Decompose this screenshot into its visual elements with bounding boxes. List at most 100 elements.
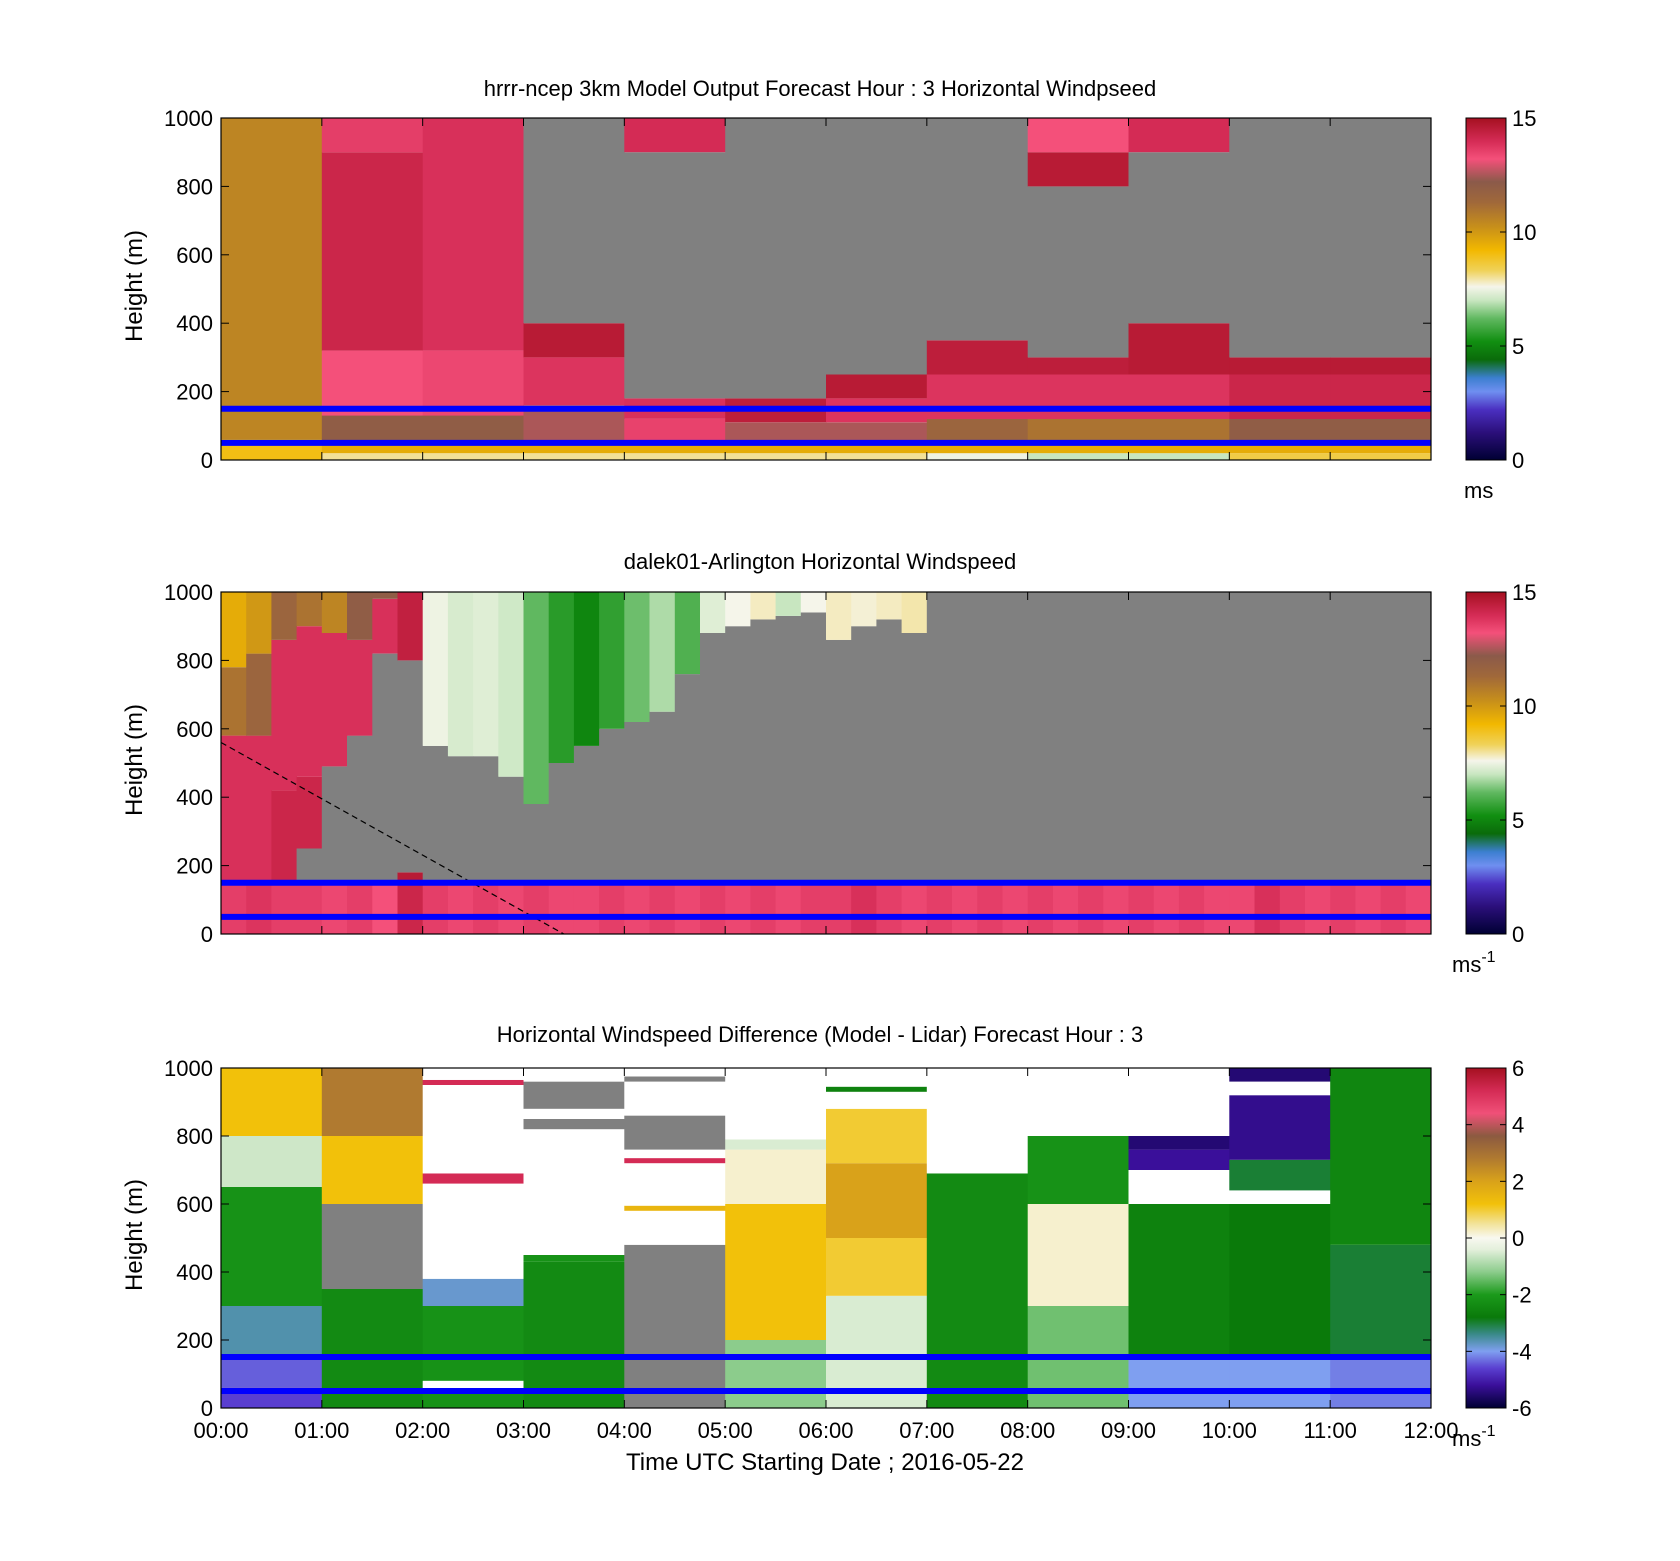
heatmap-cell bbox=[1330, 1068, 1432, 1245]
heatmap-cell bbox=[800, 612, 827, 883]
heatmap-cell bbox=[901, 882, 928, 934]
x-tick-label: 00:00 bbox=[193, 1418, 248, 1443]
heatmap-cell bbox=[523, 357, 625, 406]
heatmap-cell bbox=[321, 766, 348, 883]
heatmap-cell bbox=[1380, 592, 1407, 883]
heatmap-cell bbox=[775, 615, 802, 883]
heatmap-cell bbox=[1027, 882, 1054, 934]
heatmap-cell bbox=[1128, 118, 1230, 153]
heatmap-cell bbox=[1229, 1081, 1331, 1096]
heatmap-cell bbox=[573, 882, 600, 934]
heatmap-cell bbox=[952, 592, 978, 883]
heatmap-cell bbox=[775, 882, 802, 934]
heatmap-cell bbox=[523, 323, 625, 358]
heatmap-cell bbox=[447, 756, 474, 883]
panel-lidar-ylabel: Height (m) bbox=[121, 704, 148, 816]
colorbar-tick-label: 10 bbox=[1512, 220, 1536, 245]
heatmap-cell bbox=[725, 1149, 827, 1204]
panel-model-ylabel: Height (m) bbox=[121, 230, 148, 342]
heatmap-cell bbox=[422, 745, 449, 883]
heatmap-cell bbox=[1229, 118, 1331, 358]
heatmap-cell bbox=[523, 1108, 625, 1119]
panel-difference-colorbar: -6 -4 -2 0 2 4 6 ms-1 bbox=[1452, 1056, 1532, 1451]
heatmap-cell bbox=[523, 118, 625, 324]
heatmap-cell bbox=[624, 1115, 726, 1150]
panel-lidar: dalek01-Arlington Horizontal Windspeed H… bbox=[121, 549, 1536, 977]
x-tick-label: 03:00 bbox=[496, 1418, 551, 1443]
panel-model-axes: 0 200 400 600 800 1000 bbox=[164, 106, 1432, 473]
heatmap-cell bbox=[372, 592, 398, 599]
heatmap-cell bbox=[1229, 453, 1331, 460]
heatmap-cell bbox=[246, 653, 272, 736]
heatmap-cell bbox=[296, 776, 323, 849]
heatmap-cell bbox=[977, 882, 1003, 934]
heatmap-cell bbox=[422, 882, 449, 934]
colorbar-tick-label: 15 bbox=[1512, 580, 1536, 605]
y-tick-label: 400 bbox=[176, 785, 213, 810]
heatmap-cell bbox=[674, 592, 701, 675]
heatmap-cell bbox=[1128, 152, 1230, 324]
colorbar-tick-label: 0 bbox=[1512, 922, 1524, 947]
heatmap-cell bbox=[422, 1079, 524, 1085]
colorbar-tick-label: 5 bbox=[1512, 808, 1524, 833]
panel-lidar-title: dalek01-Arlington Horizontal Windspeed bbox=[624, 549, 1017, 574]
y-tick-label: 0 bbox=[201, 1396, 213, 1421]
heatmap-cell bbox=[1229, 357, 1331, 375]
heatmap-cell bbox=[1254, 882, 1281, 934]
heatmap-cell bbox=[624, 152, 726, 399]
heatmap-cell bbox=[321, 442, 423, 454]
heatmap-cell bbox=[826, 422, 928, 443]
y-tick-label: 200 bbox=[176, 854, 213, 879]
heatmap-cell bbox=[397, 660, 424, 873]
heatmap-cell bbox=[321, 633, 348, 767]
heatmap-cell bbox=[1027, 592, 1054, 883]
heatmap-cell bbox=[473, 756, 499, 883]
heatmap-cell bbox=[1027, 419, 1129, 443]
heatmap-cell bbox=[1229, 374, 1331, 419]
heatmap-cell bbox=[1128, 1149, 1230, 1170]
heatmap-cell bbox=[523, 1261, 625, 1408]
heatmap-cell bbox=[876, 592, 902, 620]
heatmap-cell bbox=[750, 619, 776, 883]
heatmap-cell bbox=[649, 592, 676, 712]
heatmap-cell bbox=[1229, 419, 1331, 443]
heatmap-cell bbox=[523, 1081, 625, 1109]
heatmap-cell bbox=[523, 882, 550, 934]
colorbar-scale bbox=[1465, 1067, 1507, 1409]
heatmap-cell bbox=[624, 1081, 726, 1116]
heatmap-cell bbox=[725, 118, 827, 399]
heatmap-cell bbox=[1078, 882, 1104, 934]
heatmap-cell bbox=[926, 882, 953, 934]
heatmap-cell bbox=[422, 1278, 524, 1306]
heatmap-cell bbox=[422, 1306, 524, 1381]
colorbar-scale bbox=[1465, 591, 1507, 935]
heatmap-cell bbox=[1103, 592, 1129, 883]
heatmap-cell bbox=[1204, 592, 1230, 883]
heatmap-cell bbox=[523, 453, 625, 460]
x-tick-label: 07:00 bbox=[899, 1418, 954, 1443]
heatmap-cell bbox=[624, 118, 726, 153]
heatmap-cell bbox=[901, 633, 928, 883]
heatmap-cell bbox=[826, 1108, 928, 1164]
heatmap-cell bbox=[826, 639, 852, 883]
heatmap-cell bbox=[1027, 357, 1129, 375]
heatmap-cell bbox=[271, 882, 297, 934]
heatmap-cell bbox=[851, 626, 877, 883]
heatmap-cell bbox=[221, 1306, 323, 1357]
heatmap-cell bbox=[397, 872, 424, 883]
heatmap-cell bbox=[422, 415, 524, 443]
heatmap-cell bbox=[1330, 453, 1432, 460]
heatmap-cell bbox=[952, 882, 978, 934]
colorbar-tick-label: 5 bbox=[1512, 334, 1524, 359]
heatmap-cell bbox=[826, 1086, 928, 1092]
y-tick-label: 600 bbox=[176, 1192, 213, 1217]
heatmap-cell bbox=[1279, 592, 1306, 883]
x-tick-label: 11:00 bbox=[1303, 1418, 1356, 1443]
heatmap-cell bbox=[1052, 882, 1079, 934]
y-tick-label: 600 bbox=[176, 717, 213, 742]
heatmap-cell bbox=[599, 882, 625, 934]
heatmap-cell bbox=[1128, 882, 1155, 934]
heatmap-cell bbox=[397, 882, 424, 934]
heatmap-cell bbox=[1229, 1204, 1331, 1357]
heatmap-cell bbox=[1279, 882, 1306, 934]
